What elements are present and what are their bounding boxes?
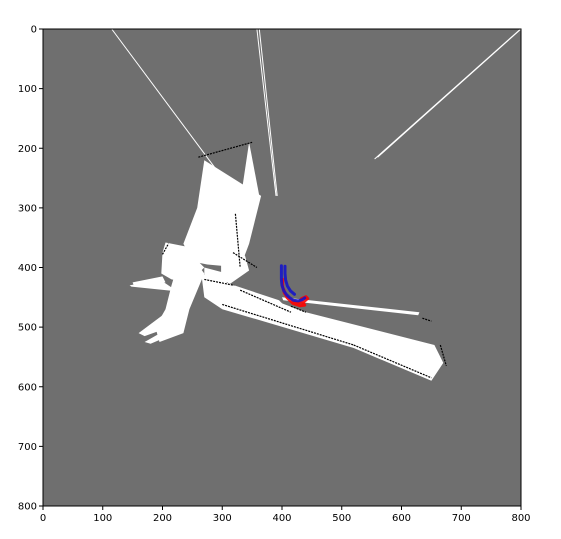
free-region: [240, 142, 260, 202]
occupied-wall: [161, 243, 169, 255]
x-tick-label: 600: [392, 513, 411, 524]
x-tick-label: 400: [272, 513, 291, 524]
x-tick-label: 0: [40, 513, 46, 524]
y-tick-label: 700: [18, 442, 37, 453]
y-tick-label: 200: [18, 144, 37, 155]
y-tick-label: 600: [18, 382, 37, 393]
sensor-ray: [256, 28, 277, 197]
trajectory-trajectory-reference-2: [283, 264, 296, 296]
free-region: [138, 315, 170, 337]
trajectory-layer: [279, 264, 310, 308]
sensor-ray: [258, 28, 278, 197]
y-tick-label: 0: [31, 25, 37, 36]
y-tick-label: 300: [18, 203, 37, 214]
occupied-wall: [422, 317, 432, 322]
occupied-cells-layer: [161, 141, 447, 379]
sensor-ray-layer: [111, 28, 522, 215]
occupancy-grid-plot: [42, 28, 522, 507]
occupied-wall: [353, 344, 432, 379]
x-tick-label: 200: [153, 513, 172, 524]
x-axis: 0 100 200 300 400 500 600 700 800: [40, 506, 531, 524]
y-tick-label: 400: [18, 263, 37, 274]
sensor-ray: [374, 29, 520, 160]
x-tick-label: 500: [332, 513, 351, 524]
y-tick-label: 500: [18, 323, 37, 334]
occupied-wall: [239, 289, 292, 313]
free-region: [183, 160, 262, 268]
x-tick-label: 300: [213, 513, 232, 524]
sensor-ray: [111, 28, 250, 215]
x-tick-label: 800: [511, 513, 530, 524]
occupied-wall: [290, 305, 307, 313]
free-region: [132, 276, 166, 286]
free-region: [282, 297, 420, 316]
trajectory-trajectory-reference: [279, 264, 307, 303]
free-region: [144, 330, 169, 344]
occupied-wall: [198, 141, 253, 158]
free-region: [129, 279, 178, 292]
occupied-wall: [222, 303, 354, 346]
y-tick-label: 800: [18, 502, 37, 513]
occupied-wall: [232, 252, 258, 269]
occupied-wall: [204, 278, 235, 286]
y-tick-label: 100: [18, 84, 37, 95]
occupied-wall: [439, 344, 447, 367]
y-axis: 0 100 200 300 400 500 600 700 800: [18, 25, 43, 513]
free-region: [221, 254, 250, 285]
free-region: [155, 255, 205, 342]
x-tick-label: 700: [452, 513, 471, 524]
x-tick-label: 100: [93, 513, 112, 524]
